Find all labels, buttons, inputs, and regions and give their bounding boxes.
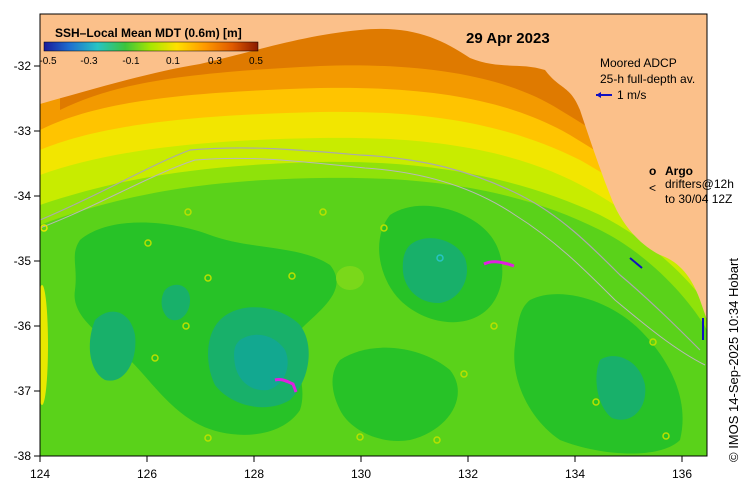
argo-float bbox=[460, 370, 468, 378]
argo-float bbox=[319, 208, 327, 216]
plot-frame bbox=[39, 13, 708, 457]
y-axis: -32 -33 -34 -35 -36 -37 -38 bbox=[14, 59, 40, 463]
argo-float bbox=[592, 398, 600, 406]
argo-float bbox=[380, 224, 388, 232]
y-tick-label: -32 bbox=[14, 59, 32, 73]
argo-float bbox=[490, 322, 498, 330]
drifter-legend-symbol: < bbox=[649, 181, 656, 195]
drifter-legend-line2: to 30/04 12Z bbox=[665, 192, 732, 206]
adcp-legend-line2: 25-h full-depth av. bbox=[600, 72, 695, 86]
argo-float bbox=[40, 224, 48, 232]
x-tick-label: 134 bbox=[565, 467, 585, 481]
argo-legend-symbol: o bbox=[649, 164, 656, 178]
colorbar-tick: 0.1 bbox=[166, 56, 180, 67]
plot-area bbox=[40, 14, 707, 456]
eddy-core-far-west bbox=[89, 311, 136, 381]
eddy-south bbox=[332, 347, 458, 441]
warm-patch-edge bbox=[40, 285, 48, 405]
y-tick-label: -36 bbox=[14, 319, 32, 333]
adcp-legend: Moored ADCP 25-h full-depth av. 1 m/s bbox=[596, 56, 695, 102]
eddy-core-central bbox=[402, 238, 468, 304]
argo-float bbox=[288, 272, 296, 280]
credit-text: © IMOS 14-Sep-2025 10:34 Hobart bbox=[726, 258, 741, 462]
drifter-track-west bbox=[274, 378, 298, 393]
map-date: 29 Apr 2023 bbox=[466, 30, 550, 47]
adcp-scale-label: 1 m/s bbox=[617, 88, 646, 102]
drifter-legend-line1: drifters@12h bbox=[665, 177, 734, 191]
adcp-legend-line1: Moored ADCP bbox=[600, 56, 677, 70]
eddy-core-east bbox=[596, 356, 646, 420]
adcp-arrow bbox=[629, 257, 643, 269]
y-tick-label: -34 bbox=[14, 189, 32, 203]
colorbar-tick: -0.5 bbox=[39, 56, 57, 67]
x-tick-label: 128 bbox=[244, 467, 264, 481]
colorbar-title: SSH–Local Mean MDT (0.6m) [m] bbox=[55, 26, 242, 40]
drifter-track-central bbox=[483, 260, 515, 268]
argo-float bbox=[182, 322, 190, 330]
adcp-scale-arrowhead bbox=[596, 92, 601, 98]
colorbar: SSH–Local Mean MDT (0.6m) [m] -0.5 -0.3 … bbox=[39, 26, 263, 67]
y-tick-label: -37 bbox=[14, 384, 32, 398]
colorbar-tick: 0.3 bbox=[208, 56, 222, 67]
argo-float bbox=[144, 239, 152, 247]
argo-float bbox=[433, 436, 441, 444]
isobath-contour-1 bbox=[40, 147, 701, 351]
argo-float bbox=[649, 338, 657, 346]
x-tick-label: 136 bbox=[672, 467, 692, 481]
argo-float bbox=[436, 254, 444, 262]
isobath-contour-2 bbox=[40, 157, 706, 366]
argo-legend-label: Argo bbox=[665, 164, 693, 178]
argo-legend: o Argo < drifters@12h to 30/04 12Z bbox=[649, 164, 734, 206]
argo-float bbox=[204, 434, 212, 442]
y-tick-label: -33 bbox=[14, 124, 32, 138]
y-tick-label: -38 bbox=[14, 449, 32, 463]
warm-spot bbox=[336, 266, 364, 290]
x-tick-label: 130 bbox=[351, 467, 371, 481]
x-axis: 124 126 128 130 132 134 136 bbox=[30, 456, 692, 481]
colorbar-tick: 0.5 bbox=[249, 56, 263, 67]
x-tick-label: 124 bbox=[30, 467, 50, 481]
colorbar-tick: -0.3 bbox=[80, 56, 98, 67]
colorbar-gradient bbox=[43, 41, 259, 52]
eddy-core-west-inner bbox=[234, 334, 288, 391]
argo-float bbox=[184, 208, 192, 216]
x-tick-label: 132 bbox=[458, 467, 478, 481]
argo-float bbox=[356, 433, 364, 441]
x-tick-label: 126 bbox=[137, 467, 157, 481]
y-tick-label: -35 bbox=[14, 254, 32, 268]
colorbar-tick: -0.1 bbox=[122, 56, 140, 67]
argo-float bbox=[204, 274, 212, 282]
eddy-core-small bbox=[161, 284, 190, 321]
argo-float bbox=[151, 354, 159, 362]
argo-float bbox=[662, 432, 670, 440]
